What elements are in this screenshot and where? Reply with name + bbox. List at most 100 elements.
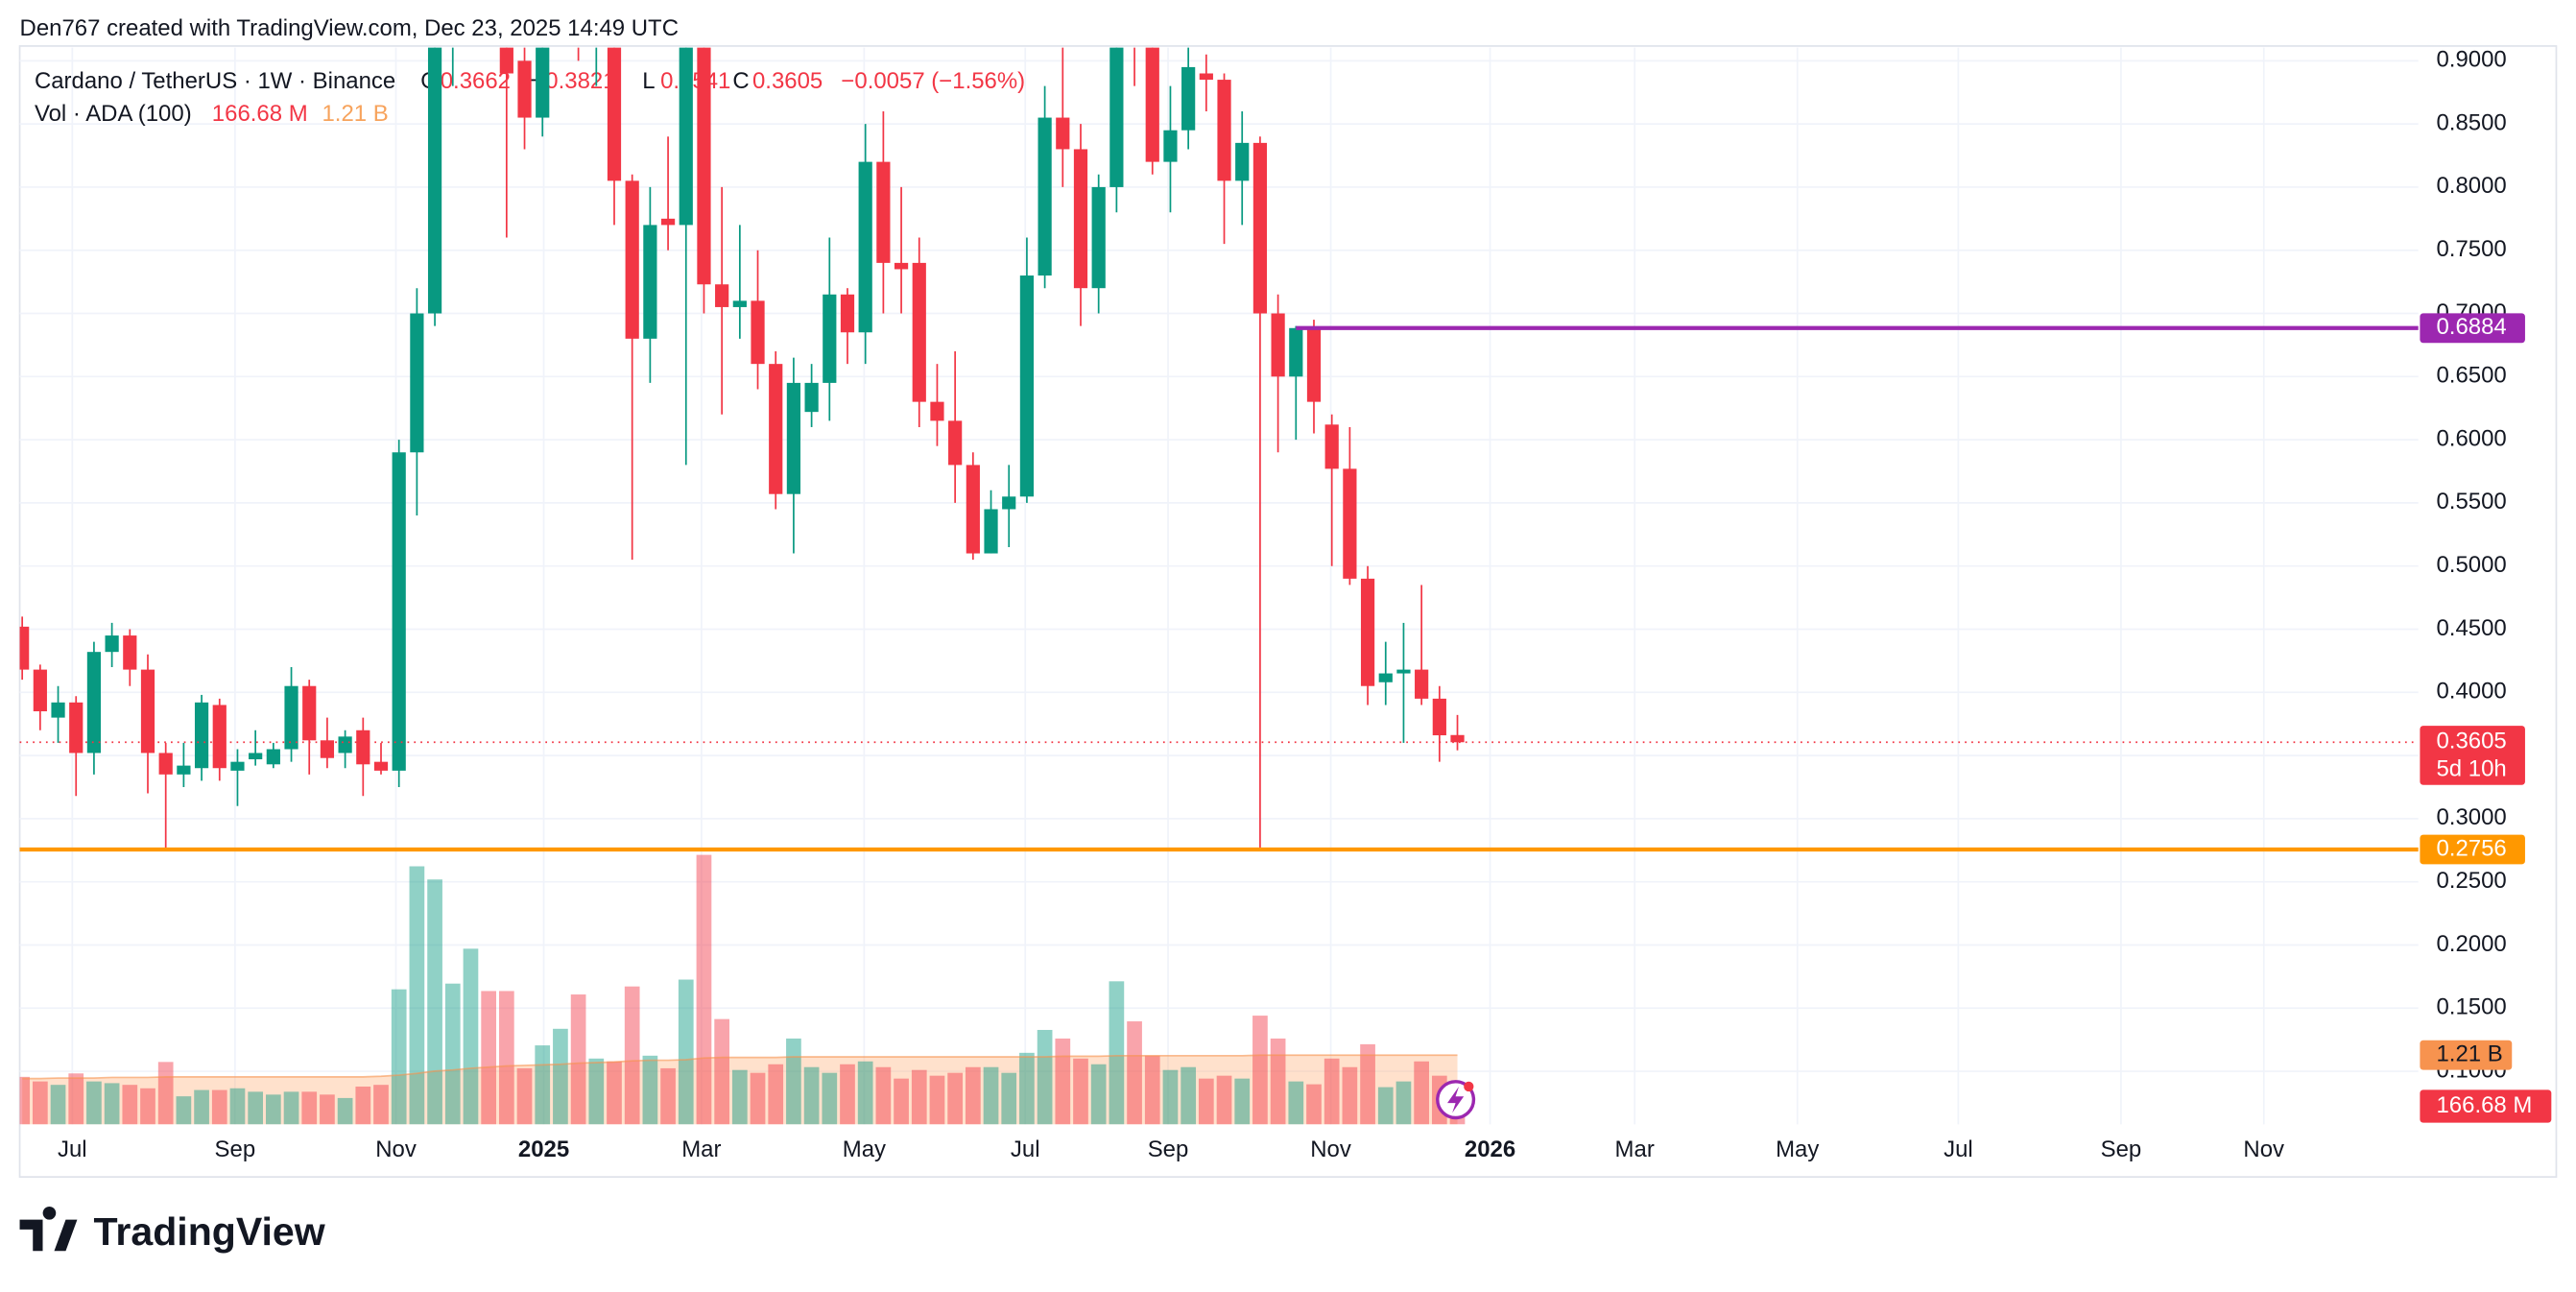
candle-body [392, 452, 406, 771]
volume-bar [265, 1094, 281, 1125]
volume-bar [731, 1069, 748, 1125]
price-label: 0.3605 [2437, 729, 2507, 754]
volume-label: 166.68 M [2437, 1092, 2533, 1118]
y-tick-label: 0.4000 [2437, 679, 2507, 705]
candle-body [732, 300, 747, 307]
candle-body [158, 753, 173, 775]
candle-body [1271, 313, 1285, 377]
candle-body [302, 685, 317, 741]
candle-body [86, 652, 102, 754]
candle-body [1235, 142, 1250, 181]
volume-bar [498, 991, 514, 1125]
volume-bar [803, 1066, 820, 1125]
flash-icon [1436, 1080, 1476, 1120]
candle-body [517, 60, 532, 118]
volume-bar [1449, 1114, 1466, 1125]
volume-ma-area [22, 1055, 1458, 1125]
candle-body [679, 47, 693, 226]
x-tick-label: 2026 [1465, 1136, 1515, 1162]
candle-body [607, 47, 622, 181]
volume-bar [624, 986, 640, 1125]
volume-bar [840, 1064, 855, 1125]
x-tick-label: Mar [1615, 1136, 1655, 1162]
legend: Cardano / TetherUS · 1W · Binance O 0.36… [35, 68, 1025, 127]
candle-body [697, 47, 711, 285]
y-tick-label: 0.3000 [2437, 804, 2507, 830]
volume-bar [301, 1091, 318, 1125]
candle-body [284, 685, 298, 750]
volume-ma-value: 1.21 B [322, 101, 389, 127]
volume-bar [444, 983, 461, 1125]
volume-bar [642, 1055, 658, 1125]
y-tick-label: 0.8000 [2437, 173, 2507, 199]
x-tick-label: Jul [1011, 1136, 1040, 1162]
volume-bar [1198, 1078, 1214, 1125]
volume-bar [1234, 1078, 1251, 1125]
candle-body [1217, 80, 1231, 181]
volume-bar [1395, 1081, 1412, 1125]
candle-body [536, 47, 550, 118]
volume-bar [409, 866, 425, 1125]
candle-body [1324, 424, 1339, 469]
volume-bar [373, 1085, 389, 1125]
volume-bar [750, 1072, 766, 1125]
volume-bar [194, 1089, 209, 1125]
candle-body [804, 382, 819, 413]
volume-bar [911, 1069, 927, 1125]
candle-body [105, 635, 119, 653]
candle-body [894, 262, 909, 270]
volume-bar [983, 1066, 999, 1125]
volume-bar [248, 1091, 264, 1125]
volume-bar [607, 1061, 622, 1125]
x-tick-label: Mar [681, 1136, 721, 1162]
volume-bar [696, 854, 712, 1125]
ohlc-letter: L [642, 68, 655, 94]
volume-bar [875, 1066, 892, 1125]
candle-body [320, 740, 335, 758]
y-tick-label: 0.1500 [2437, 994, 2507, 1020]
volume-bar [857, 1061, 873, 1125]
candle-body [1432, 698, 1446, 736]
volume-bar [1144, 1055, 1160, 1125]
candle-body [177, 765, 191, 775]
y-tick-label: 0.2000 [2437, 931, 2507, 957]
y-tick-label: 0.2500 [2437, 868, 2507, 894]
candle-body [140, 669, 155, 754]
volume-bar [104, 1083, 120, 1125]
grid [19, 47, 2419, 1125]
volume-bar [283, 1091, 299, 1125]
volume-bar [1109, 981, 1125, 1125]
x-tick-label: Nov [375, 1136, 417, 1162]
candle-body [786, 382, 801, 494]
plot-area [19, 47, 2419, 1125]
candle-body [840, 294, 855, 333]
x-tick-label: May [1776, 1136, 1819, 1162]
candle-body [769, 364, 783, 494]
volume-bar [786, 1038, 801, 1125]
candle-body [373, 761, 389, 771]
candle-body [499, 47, 513, 74]
volume-bar [1090, 1064, 1107, 1125]
candle-body [1252, 142, 1268, 314]
candle-body [1289, 327, 1303, 377]
volume-bar [122, 1085, 138, 1125]
countdown: 5d 10h [2437, 756, 2507, 782]
change: −0.0057 (−1.56%) [841, 68, 1025, 94]
candle-body [858, 161, 872, 333]
y-tick-label: 0.5000 [2437, 552, 2507, 578]
candle-body [660, 218, 676, 226]
candle-body [1002, 496, 1016, 510]
candle-body [1091, 186, 1106, 289]
volume-bar [822, 1072, 838, 1125]
brand: TradingView [94, 1209, 326, 1254]
volume-bar [1181, 1066, 1196, 1125]
volume-ma-box [2420, 1040, 2513, 1070]
volume-bar [1252, 1016, 1268, 1125]
volume-ma-label: 1.21 B [2437, 1041, 2503, 1067]
x-tick-label: Jul [58, 1136, 87, 1162]
candle-body [212, 705, 227, 769]
volume-bar [50, 1085, 66, 1125]
chart-frame [18, 45, 2558, 1178]
candle-body [625, 180, 639, 339]
